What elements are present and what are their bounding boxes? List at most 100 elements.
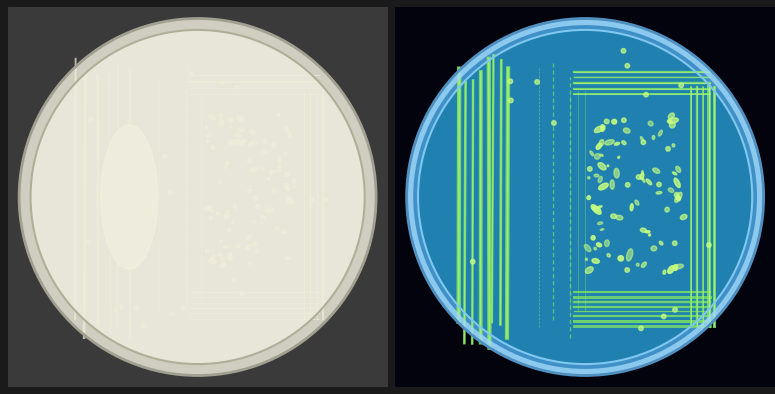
Ellipse shape bbox=[640, 137, 643, 141]
Circle shape bbox=[707, 243, 711, 247]
Circle shape bbox=[190, 72, 194, 76]
Circle shape bbox=[644, 92, 649, 97]
Ellipse shape bbox=[604, 240, 609, 247]
Ellipse shape bbox=[649, 234, 650, 236]
Ellipse shape bbox=[274, 171, 275, 172]
Ellipse shape bbox=[673, 172, 677, 175]
Ellipse shape bbox=[238, 128, 244, 132]
Circle shape bbox=[292, 179, 296, 183]
Ellipse shape bbox=[668, 113, 674, 119]
Ellipse shape bbox=[288, 133, 291, 137]
Ellipse shape bbox=[287, 173, 288, 174]
Ellipse shape bbox=[673, 264, 684, 269]
Ellipse shape bbox=[598, 163, 606, 170]
Circle shape bbox=[679, 83, 684, 88]
Circle shape bbox=[508, 79, 512, 84]
Ellipse shape bbox=[672, 144, 675, 147]
Ellipse shape bbox=[284, 128, 289, 134]
Ellipse shape bbox=[256, 204, 260, 209]
Ellipse shape bbox=[597, 243, 601, 247]
Ellipse shape bbox=[238, 117, 243, 121]
Circle shape bbox=[181, 306, 185, 310]
Circle shape bbox=[170, 312, 174, 316]
Circle shape bbox=[622, 118, 626, 123]
Circle shape bbox=[622, 48, 625, 53]
Ellipse shape bbox=[226, 162, 229, 165]
Ellipse shape bbox=[587, 177, 590, 179]
Ellipse shape bbox=[663, 270, 666, 274]
Ellipse shape bbox=[235, 208, 237, 209]
Circle shape bbox=[85, 240, 89, 244]
Ellipse shape bbox=[598, 206, 602, 208]
Ellipse shape bbox=[268, 178, 270, 180]
Circle shape bbox=[508, 98, 513, 103]
Ellipse shape bbox=[235, 139, 243, 145]
Ellipse shape bbox=[283, 152, 288, 156]
Circle shape bbox=[418, 30, 753, 364]
Circle shape bbox=[89, 117, 93, 121]
Ellipse shape bbox=[675, 192, 682, 203]
Ellipse shape bbox=[218, 180, 222, 184]
Circle shape bbox=[673, 241, 677, 245]
Ellipse shape bbox=[249, 141, 253, 147]
Ellipse shape bbox=[610, 180, 615, 189]
Ellipse shape bbox=[604, 119, 609, 124]
Circle shape bbox=[275, 227, 279, 230]
Circle shape bbox=[324, 197, 328, 201]
Ellipse shape bbox=[205, 127, 207, 129]
Ellipse shape bbox=[226, 210, 229, 213]
Circle shape bbox=[163, 154, 167, 158]
Circle shape bbox=[311, 197, 315, 201]
Ellipse shape bbox=[219, 118, 223, 126]
Ellipse shape bbox=[206, 141, 208, 143]
Ellipse shape bbox=[646, 179, 652, 185]
Ellipse shape bbox=[607, 165, 608, 167]
Ellipse shape bbox=[607, 254, 611, 257]
Ellipse shape bbox=[604, 139, 614, 145]
Ellipse shape bbox=[250, 130, 255, 134]
Ellipse shape bbox=[249, 262, 251, 265]
Ellipse shape bbox=[280, 157, 281, 159]
Ellipse shape bbox=[591, 205, 601, 214]
Ellipse shape bbox=[599, 139, 604, 147]
Ellipse shape bbox=[228, 119, 233, 122]
Ellipse shape bbox=[284, 173, 289, 177]
Ellipse shape bbox=[232, 221, 233, 223]
Circle shape bbox=[666, 147, 670, 151]
Ellipse shape bbox=[260, 216, 266, 219]
Ellipse shape bbox=[211, 210, 213, 212]
Ellipse shape bbox=[219, 240, 222, 243]
Ellipse shape bbox=[640, 228, 646, 232]
Circle shape bbox=[625, 268, 629, 272]
Circle shape bbox=[219, 113, 222, 117]
Ellipse shape bbox=[598, 222, 603, 225]
Ellipse shape bbox=[668, 188, 673, 192]
Ellipse shape bbox=[590, 151, 594, 156]
Ellipse shape bbox=[208, 259, 216, 264]
Ellipse shape bbox=[292, 186, 296, 188]
Circle shape bbox=[247, 159, 251, 163]
Circle shape bbox=[587, 167, 592, 171]
Ellipse shape bbox=[277, 113, 281, 116]
Ellipse shape bbox=[205, 249, 208, 253]
Ellipse shape bbox=[210, 216, 212, 220]
Ellipse shape bbox=[236, 244, 240, 248]
Ellipse shape bbox=[651, 246, 656, 251]
Ellipse shape bbox=[601, 125, 604, 130]
Ellipse shape bbox=[261, 168, 264, 171]
Ellipse shape bbox=[648, 121, 653, 126]
Ellipse shape bbox=[207, 206, 212, 210]
Ellipse shape bbox=[229, 140, 236, 144]
Ellipse shape bbox=[219, 258, 225, 261]
Circle shape bbox=[673, 307, 677, 312]
Ellipse shape bbox=[601, 128, 603, 132]
Ellipse shape bbox=[285, 187, 290, 191]
Ellipse shape bbox=[646, 231, 650, 233]
Ellipse shape bbox=[229, 126, 232, 128]
Ellipse shape bbox=[594, 126, 603, 133]
Ellipse shape bbox=[601, 125, 605, 131]
Ellipse shape bbox=[598, 176, 602, 182]
Circle shape bbox=[674, 192, 679, 197]
Ellipse shape bbox=[594, 247, 597, 250]
Ellipse shape bbox=[653, 168, 660, 173]
